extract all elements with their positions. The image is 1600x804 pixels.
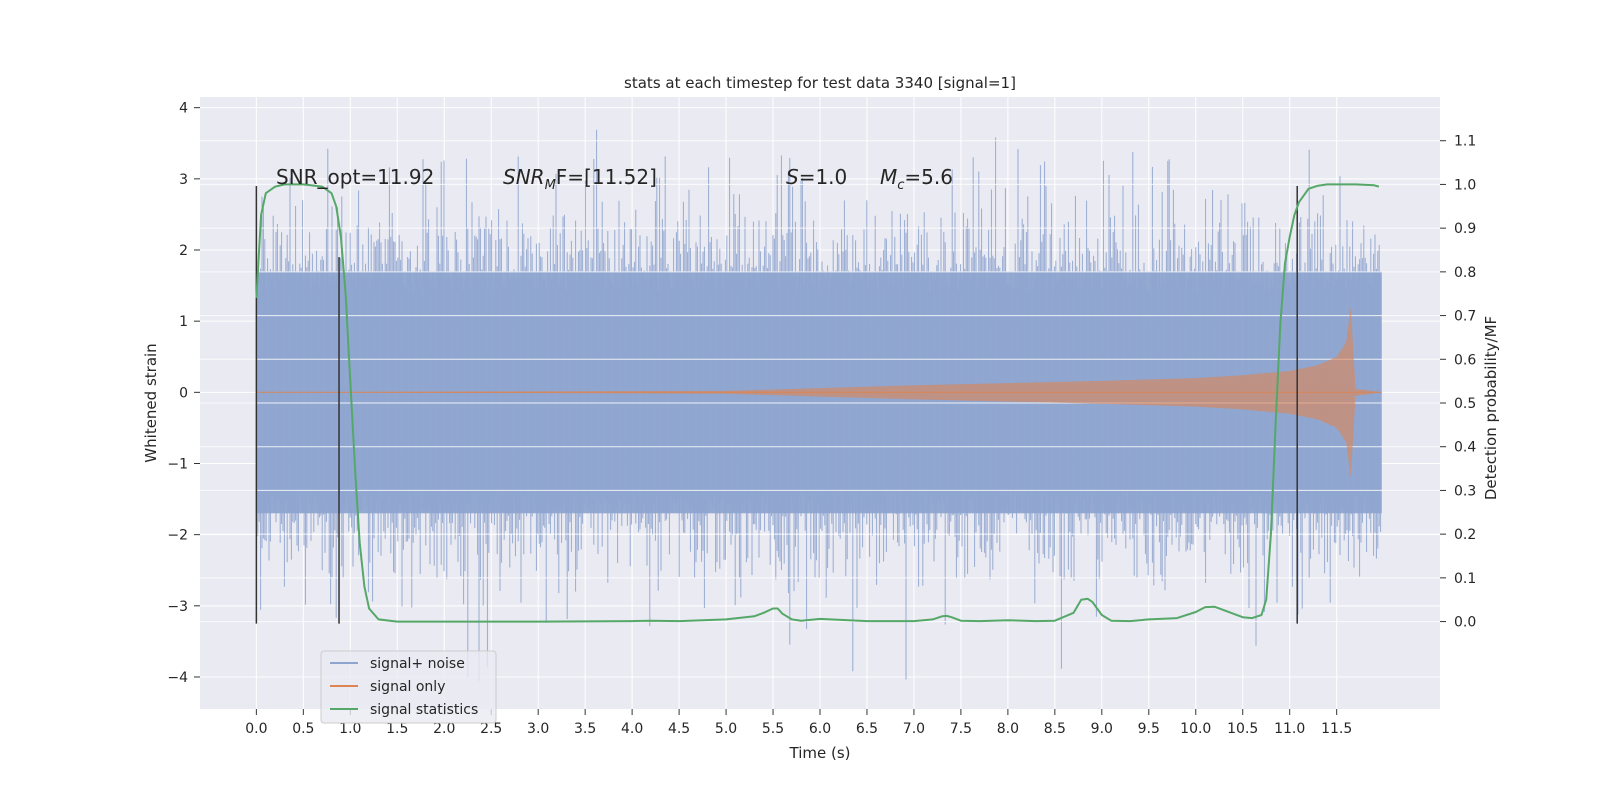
y-left-tick-label: 3 [179,172,188,188]
s-value: =1.0 [799,165,848,189]
x-tick-label: 4.0 [621,721,643,737]
x-tick-label: 7.0 [903,721,925,737]
left-axis-label: Whitened strain [142,343,160,462]
annotation-mc: Mc=5.6 [880,165,953,193]
y-left-tick-label: −3 [167,599,188,615]
x-tick-label: 2.0 [433,721,455,737]
x-tick-label: 7.5 [950,721,972,737]
y-left-tick-label: −2 [167,528,188,544]
x-tick-label: 3.5 [574,721,596,737]
x-axis-label: Time (s) [789,744,851,762]
y-right-tick-label: 0.1 [1454,571,1476,587]
y-left-tick-label: −1 [167,456,188,472]
y-right-tick-label: 0.8 [1454,265,1476,281]
vertical-markers [255,185,1298,624]
x-tick-label: 0.0 [245,721,267,737]
y-right-tick-label: 1.1 [1454,134,1476,150]
x-tick-label: 11.5 [1321,721,1352,737]
x-tick-label: 9.5 [1138,721,1160,737]
signal-statistics-series [255,183,1380,623]
left-axis-ticks: 4 3 2 1 0 −1 −2 −3 −4 [167,101,200,686]
y-left-tick-label: 0 [179,385,188,401]
snr-mf-value: F=[11.52] [556,165,657,189]
x-tick-label: 6.5 [856,721,878,737]
annotation-snr-mf: SNRMF=[11.52] [503,165,657,193]
x-tick-label: 8.5 [1044,721,1066,737]
y-right-tick-label: 0.2 [1454,527,1476,543]
y-left-tick-label: 2 [179,243,188,259]
x-tick-label: 6.0 [809,721,831,737]
y-left-tick-label: −4 [167,670,188,686]
x-tick-label: 5.5 [762,721,784,737]
mc-subscript: c [897,178,904,193]
x-tick-label: 1.0 [339,721,361,737]
legend-label-signal-only: signal only [370,679,445,695]
legend-box [320,650,497,724]
signal-statistics-line [255,183,1380,623]
annotation-s: S=1.0 [786,165,847,189]
x-tick-label: 10.5 [1227,721,1258,737]
legend-label-signal-noise: signal+ noise [370,656,465,672]
y-left-tick-label: 1 [179,314,188,330]
legend-label-signal-statistics: signal statistics [370,702,478,718]
chart-title: stats at each timestep for test data 334… [624,74,1016,92]
y-right-tick-label: 0.7 [1454,309,1476,325]
y-right-tick-label: 1.0 [1454,177,1476,193]
x-tick-label: 4.5 [668,721,690,737]
y-right-tick-label: 0.9 [1454,221,1476,237]
grid-overlay [200,140,1440,623]
mc-value: =5.6 [904,165,953,189]
s-symbol: S [786,165,799,189]
x-tick-label: 10.0 [1180,721,1211,737]
x-tick-label: 2.5 [480,721,502,737]
x-tick-label: 1.5 [386,721,408,737]
mc-symbol: M [880,165,897,189]
x-tick-label: 8.0 [997,721,1019,737]
annotation-snr-opt: SNR_opt=11.92 [276,165,434,189]
y-left-tick-label: 4 [179,101,188,117]
legend: signal+ noise signal only signal statist… [320,650,497,724]
x-tick-label: 11.0 [1274,721,1305,737]
y-right-tick-label: 0.0 [1454,615,1476,631]
snr-mf-subscript: M [545,178,556,193]
right-axis-ticks: 1.1 1.0 0.9 0.8 0.7 0.6 0.5 0.4 0.3 0.2 0.1 0.0 [1440,134,1476,631]
x-tick-label: 0.5 [292,721,314,737]
y-right-tick-label: 0.4 [1454,440,1476,456]
x-tick-label: 3.0 [527,721,549,737]
x-axis-ticks: 0.0 0.5 1.0 1.5 2.0 2.5 3.0 3.5 4.0 4.5 5.0 5.5 6.0 6… [245,709,1352,737]
x-tick-label: 9.0 [1091,721,1113,737]
y-right-tick-label: 0.3 [1454,483,1476,499]
y-right-tick-label: 0.6 [1454,352,1476,368]
x-tick-label: 5.0 [715,721,737,737]
y-right-tick-label: 0.5 [1454,396,1476,412]
signal-only-series [256,306,1382,478]
right-axis-label: Detection probability/MF [1482,316,1500,500]
snr-mf-symbol: SNR [503,165,545,189]
